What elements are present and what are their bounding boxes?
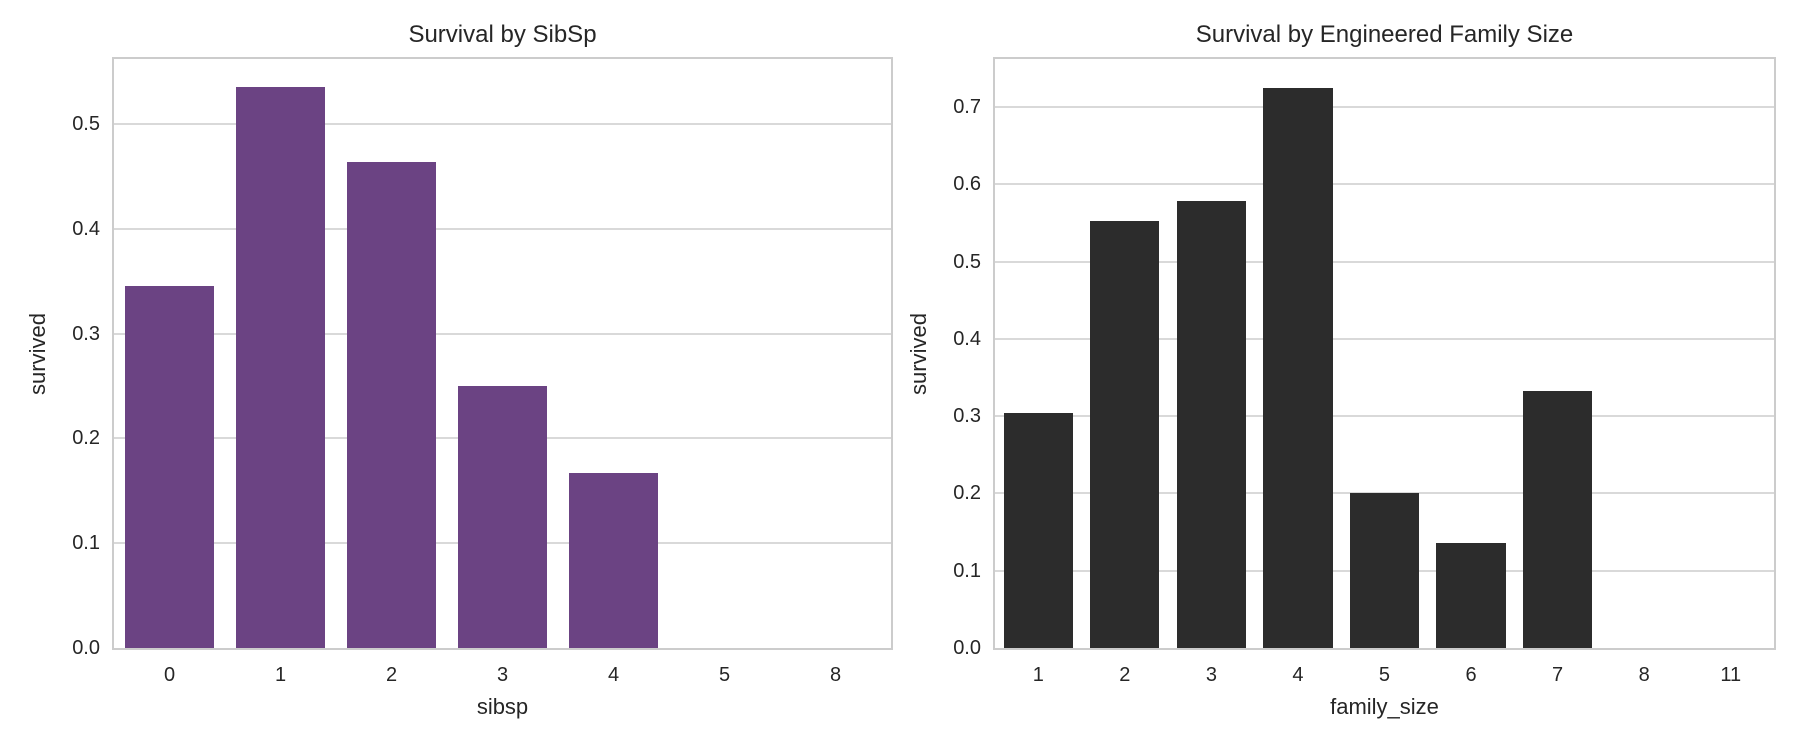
- y-tick-label: 0.1: [72, 532, 100, 555]
- bar-family_size-4: [1263, 88, 1333, 648]
- x-tick-label: 5: [718, 664, 731, 686]
- y-tick-label: 0.0: [72, 637, 100, 659]
- bar-sibsp-0: [125, 286, 214, 648]
- x-tick-label: 4: [1292, 664, 1304, 686]
- chart-title: Survival by SibSp: [408, 21, 597, 48]
- y-tick-label: 0.4: [953, 327, 981, 350]
- plot-area: [993, 57, 1776, 650]
- grid-line: [995, 105, 1774, 108]
- x-tick-label: 8: [1638, 664, 1650, 686]
- bar-sibsp-1: [236, 87, 325, 648]
- y-tick-label: 0.7: [953, 95, 981, 118]
- x-tick-label: 3: [1205, 664, 1217, 686]
- bar-family_size-3: [1176, 201, 1246, 648]
- grid-line: [114, 542, 891, 545]
- x-tick-label: 7: [1552, 664, 1564, 686]
- y-tick-label: 0.4: [72, 217, 100, 240]
- bar-sibsp-2: [347, 161, 436, 648]
- grid-line: [114, 122, 891, 125]
- x-tick-label: 1: [274, 664, 287, 686]
- y-tick-label: 0.2: [72, 427, 100, 450]
- x-tick-label: 11: [1720, 664, 1742, 686]
- grid-line: [995, 337, 1774, 340]
- y-axis-label: survived: [25, 312, 50, 395]
- x-tick-label: 6: [1465, 664, 1477, 686]
- bar-family_size-5: [1349, 493, 1420, 648]
- y-tick-label: 0.3: [953, 405, 981, 428]
- bar-family_size-2: [1090, 220, 1160, 648]
- grid-line: [114, 332, 891, 335]
- grid-line: [995, 415, 1774, 418]
- bar-family_size-1: [1003, 413, 1073, 648]
- x-tick-label: 4: [607, 664, 620, 686]
- grid-line: [114, 437, 891, 440]
- grid-line: [995, 260, 1774, 263]
- y-tick-label: 0.5: [953, 250, 981, 273]
- grid-line: [995, 183, 1774, 186]
- bar-sibsp-4: [569, 472, 658, 648]
- y-tick-label: 0.0: [953, 637, 981, 659]
- grid-line: [114, 227, 891, 230]
- y-tick-label: 0.3: [72, 322, 100, 345]
- y-tick-label: 0.6: [953, 173, 981, 196]
- bar-family_size-6: [1436, 542, 1506, 648]
- y-tick-label: 0.2: [953, 482, 981, 505]
- plot-area: [112, 57, 893, 650]
- x-tick-label: 8: [829, 664, 842, 686]
- x-tick-label: 2: [385, 664, 398, 686]
- bar-sibsp-3: [458, 386, 547, 648]
- x-tick-label: 2: [1119, 664, 1131, 686]
- y-tick-label: 0.5: [72, 112, 100, 135]
- x-axis-label: sibsp: [476, 694, 529, 719]
- x-tick-label: 1: [1032, 664, 1044, 686]
- x-tick-label: 5: [1378, 664, 1391, 686]
- grid-line: [995, 569, 1774, 572]
- x-axis-label: family_size: [1330, 694, 1439, 719]
- bar-family_size-7: [1522, 390, 1593, 648]
- x-tick-label: 3: [496, 664, 509, 686]
- y-axis-label: survived: [906, 312, 931, 395]
- chart-title: Survival by Engineered Family Size: [1195, 21, 1574, 48]
- x-tick-label: 0: [163, 664, 176, 686]
- grid-line: [995, 492, 1774, 495]
- y-tick-label: 0.1: [953, 559, 981, 582]
